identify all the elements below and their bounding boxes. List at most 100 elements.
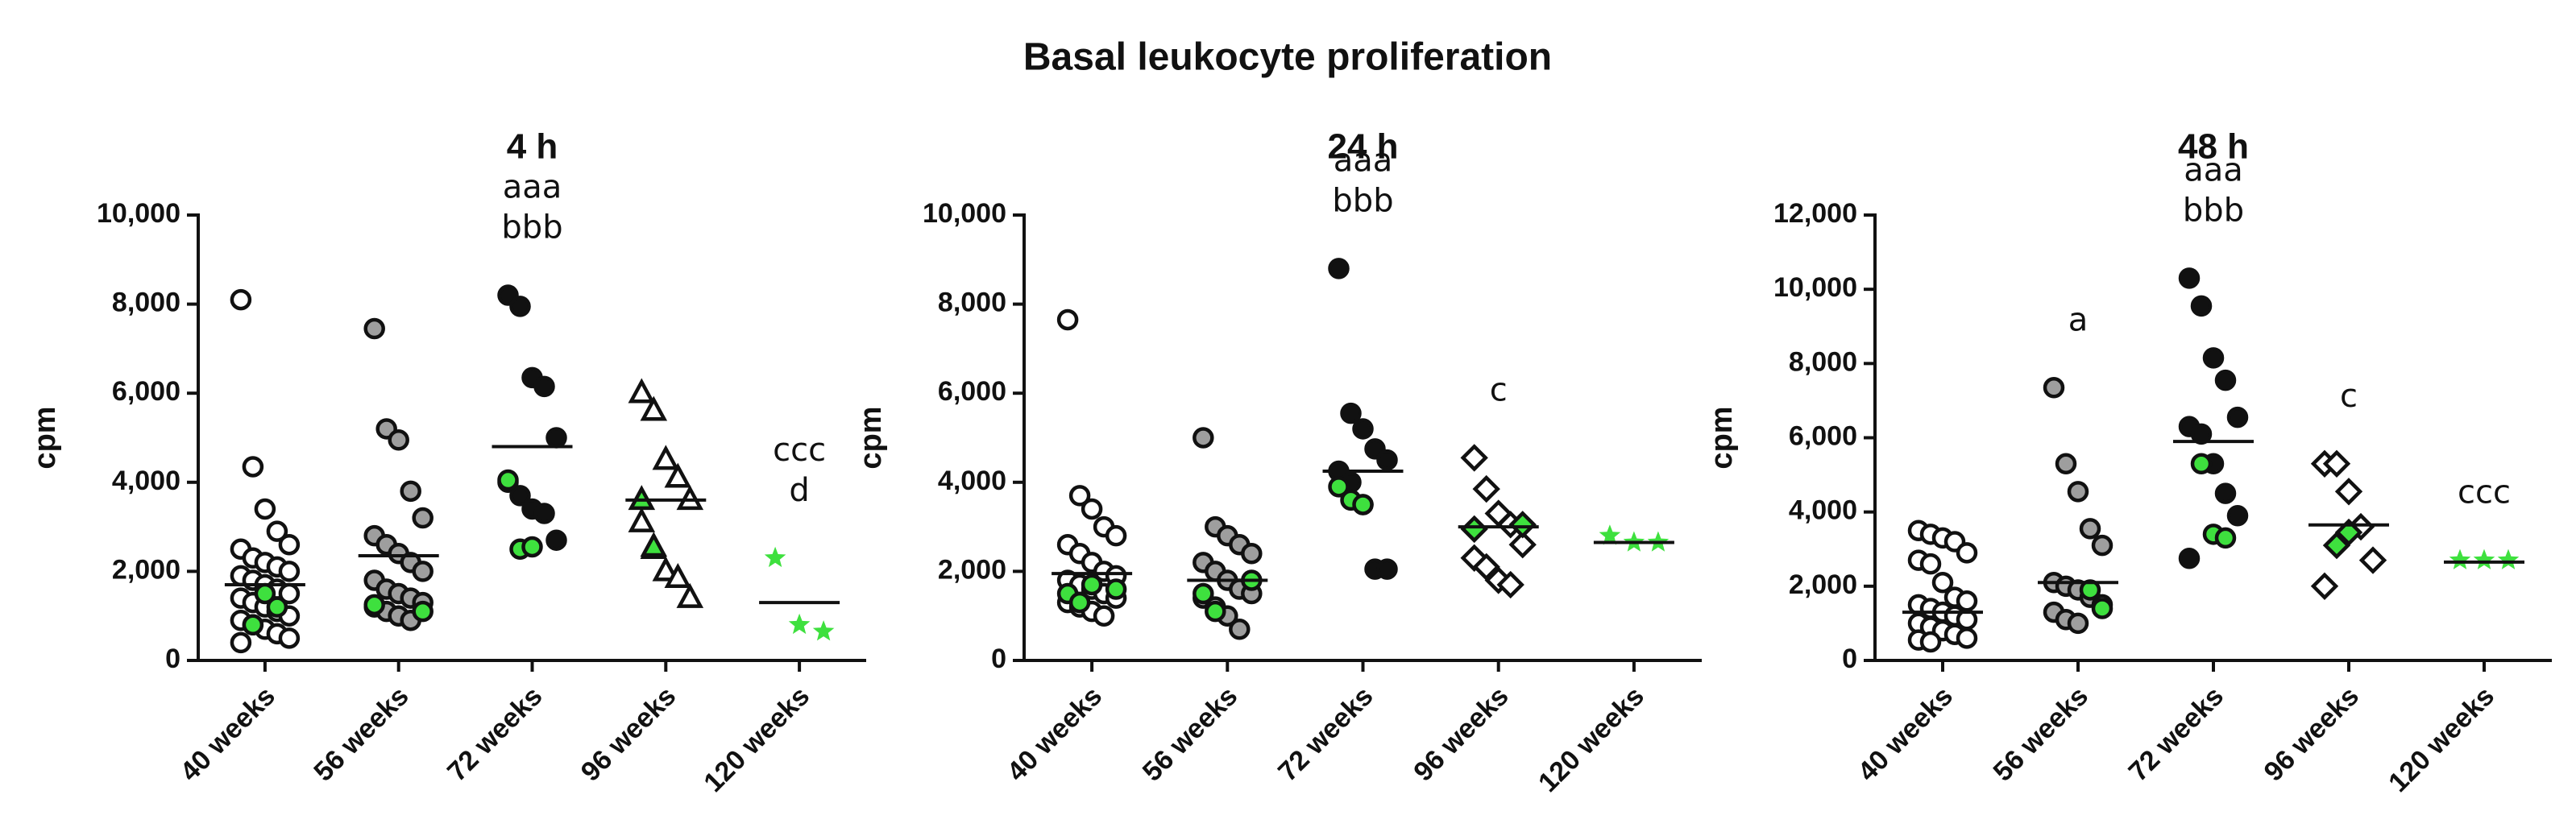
data-point [2079, 518, 2101, 540]
data-point [509, 485, 531, 507]
data-point [788, 613, 811, 635]
x-tick-label: 72 weeks [442, 681, 548, 787]
x-tick-label: 120 weeks [1533, 681, 1650, 798]
chart-title: Basal leukocyte proliferation [1023, 36, 1552, 79]
y-tick-label: 10,000 [97, 198, 180, 229]
x-tick-label: 96 weeks [1408, 681, 1514, 787]
data-point [640, 532, 668, 557]
data-point [1229, 619, 1251, 640]
data-point [1956, 542, 1978, 564]
data-point [1599, 524, 1621, 545]
data-point [628, 378, 656, 404]
y-tick-label: 8,000 [112, 288, 180, 318]
x-tick-label: 40 weeks [1852, 681, 1959, 787]
data-point [545, 427, 567, 449]
annotation: c [1490, 371, 1508, 408]
data-point [1193, 427, 1214, 449]
y-axis-label: cpm [1705, 406, 1739, 469]
annotation: aaa [503, 169, 562, 206]
data-point [400, 480, 421, 503]
data-point [1193, 582, 1214, 605]
x-tick-label: 56 weeks [308, 681, 414, 787]
x-tick-label: 96 weeks [575, 681, 682, 787]
data-point [1496, 570, 1524, 599]
data-point [509, 296, 531, 317]
data-point [1472, 474, 1500, 503]
x-tick-label: 96 weeks [2259, 681, 2365, 787]
data-point [2190, 453, 2213, 475]
data-point [2226, 406, 2249, 428]
data-point [1340, 402, 1362, 424]
data-point [1241, 543, 1263, 565]
y-tick-label: 2,000 [1789, 569, 1857, 600]
data-point [676, 485, 704, 511]
data-point [1328, 258, 1350, 279]
data-point [1919, 553, 1942, 575]
data-point [628, 507, 656, 532]
x-tick-label: 72 weeks [2123, 681, 2230, 787]
y-tick-label: 4,000 [938, 466, 1006, 496]
y-tick-label: 10,000 [1773, 272, 1857, 303]
data-point [640, 395, 668, 421]
data-point [533, 375, 555, 398]
data-point [363, 594, 385, 616]
y-axis-label: cpm [854, 406, 888, 469]
y-tick-label: 10,000 [923, 198, 1006, 229]
y-tick-label: 0 [991, 644, 1006, 674]
data-point [230, 288, 252, 311]
data-point [521, 536, 543, 558]
data-point [2322, 449, 2351, 478]
data-point [1376, 449, 1398, 471]
x-tick-label: 56 weeks [1988, 681, 2094, 787]
y-axis-label: cpm [28, 406, 62, 469]
data-point [278, 627, 301, 649]
data-point [1093, 605, 1115, 627]
data-point [266, 596, 288, 618]
data-point [2190, 295, 2213, 317]
annotation: c [2340, 378, 2358, 415]
data-point [1352, 418, 1374, 440]
data-point [1956, 627, 1978, 649]
annotation: aaa [1334, 142, 1393, 179]
data-point [1460, 444, 1488, 472]
data-point [2178, 548, 2201, 569]
data-point [2497, 548, 2520, 569]
data-point [242, 614, 264, 636]
y-tick-label: 12,000 [1773, 198, 1857, 229]
data-point [1919, 631, 1942, 653]
annotation: bbb [2183, 192, 2244, 229]
data-point [230, 631, 252, 654]
data-point [278, 561, 301, 582]
y-tick-label: 8,000 [1789, 346, 1857, 377]
annotation: d [789, 472, 809, 509]
x-tick-label: 40 weeks [174, 681, 280, 787]
data-point [412, 600, 433, 623]
x-tick-label: 72 weeks [1272, 681, 1379, 787]
data-point [652, 556, 680, 582]
y-tick-label: 4,000 [112, 466, 180, 496]
data-point [2449, 548, 2471, 569]
data-point [266, 520, 288, 542]
annotation: ccc [2458, 474, 2511, 511]
panel-title: 4 h [507, 127, 558, 167]
y-tick-label: 6,000 [938, 376, 1006, 407]
x-tick-label: 120 weeks [698, 681, 815, 798]
data-point [2358, 546, 2387, 574]
data-point [2067, 612, 2089, 635]
data-point [242, 456, 264, 478]
y-tick-label: 6,000 [112, 376, 180, 407]
data-point [2202, 347, 2225, 369]
data-point [652, 445, 680, 470]
x-tick-label: 120 weeks [2383, 681, 2500, 798]
data-point [363, 317, 385, 340]
y-tick-label: 0 [165, 644, 180, 674]
data-point [2067, 481, 2089, 503]
annotation: aaa [2184, 151, 2243, 188]
data-point [2334, 478, 2363, 506]
data-point [1081, 573, 1103, 596]
data-point [1056, 308, 1079, 331]
data-point [664, 462, 692, 488]
y-tick-label: 2,000 [112, 554, 180, 585]
data-point [1081, 498, 1103, 520]
